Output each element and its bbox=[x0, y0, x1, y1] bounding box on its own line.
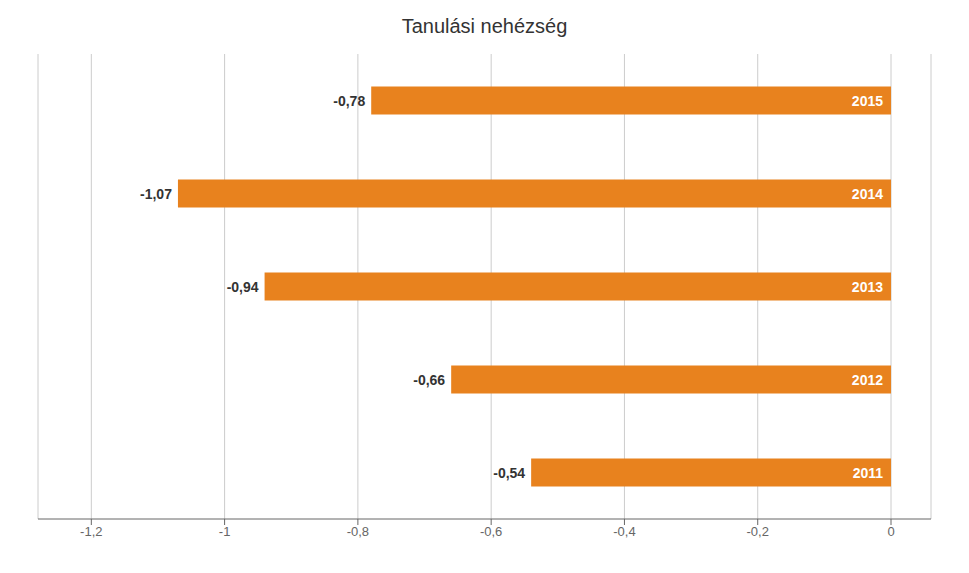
svg-text:-1,07: -1,07 bbox=[140, 186, 172, 202]
svg-text:2012: 2012 bbox=[852, 372, 883, 388]
svg-text:2011: 2011 bbox=[853, 465, 884, 481]
svg-text:-0,2: -0,2 bbox=[747, 524, 769, 539]
html-text:Tanulási nehézség: Tanulási nehézség bbox=[401, 15, 568, 37]
svg-text:-0,66: -0,66 bbox=[413, 372, 445, 388]
svg-text:-0,78: -0,78 bbox=[333, 93, 365, 109]
svg-text:-0,4: -0,4 bbox=[613, 524, 635, 539]
svg-text:-0,6: -0,6 bbox=[480, 524, 502, 539]
svg-text:2014: 2014 bbox=[852, 186, 883, 202]
svg-text:-0,54: -0,54 bbox=[493, 465, 525, 481]
svg-text:2013: 2013 bbox=[852, 279, 883, 295]
svg-text:-0,8: -0,8 bbox=[347, 524, 369, 539]
svg-text:-1,2: -1,2 bbox=[80, 524, 102, 539]
svg-text:-1: -1 bbox=[219, 524, 231, 539]
svg-text:2015: 2015 bbox=[852, 93, 883, 109]
svg-text:0: 0 bbox=[887, 524, 894, 539]
svg-text:-0,94: -0,94 bbox=[227, 279, 259, 295]
